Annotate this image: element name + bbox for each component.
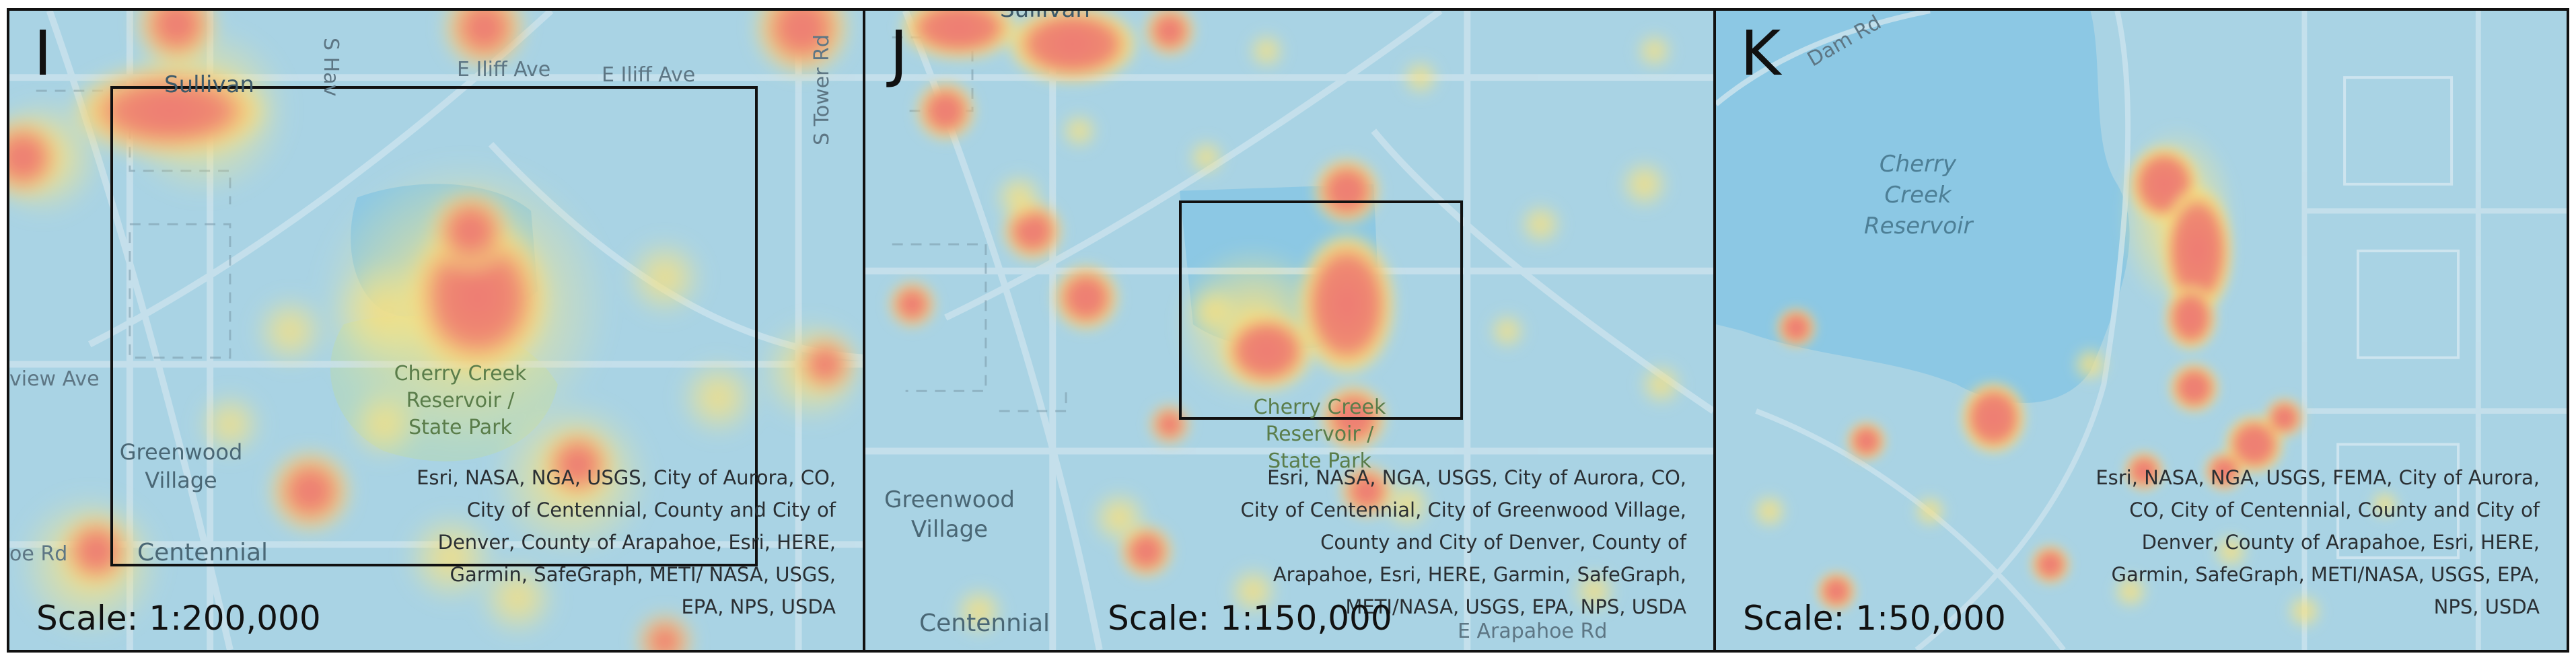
extent-box-k — [1179, 200, 1463, 420]
road-havana: S Hav — [319, 38, 343, 97]
map-canvas-k — [1716, 11, 2567, 650]
scale-label: Scale: 1:200,000 — [36, 599, 321, 638]
extent-box-j — [110, 86, 758, 566]
attribution-text: Esri, NASA, NGA, USGS, City of Aurora, C… — [417, 466, 836, 618]
place-greenwood: Greenwood Village — [119, 439, 243, 493]
attribution-text: Esri, NASA, NGA, USGS, City of Aurora, C… — [1240, 466, 1686, 618]
panel-letter: J — [890, 17, 908, 89]
place-sullivan: Sullivan — [1000, 8, 1090, 23]
panel-letter: K — [1740, 17, 1781, 89]
place-park: Cherry Creek Reservoir / State Park — [394, 362, 527, 439]
attribution-text: Esri, NASA, NGA, USGS, FEMA, City of Aur… — [2096, 466, 2540, 618]
place-centennial: Centennial — [919, 609, 1050, 637]
place-reservoir: Cherry Creek Reservoir — [1864, 151, 1973, 239]
road-tower: S Tower Rd — [810, 34, 834, 145]
scale-label: Scale: 1:150,000 — [1108, 599, 1392, 638]
map-panel-i: I Sullivan E Iliff Ave E Iliff Ave S Hav… — [7, 8, 865, 653]
map-panel-k: K Dam Rd Cherry Creek Reservoir Esri, NA… — [1713, 8, 2569, 653]
scale-label: Scale: 1:50,000 — [1743, 599, 2006, 638]
place-park: Cherry Creek Reservoir / State Park — [1253, 396, 1386, 473]
place-centennial: Centennial — [137, 539, 269, 566]
map-canvas-j — [865, 11, 1713, 650]
road-iliff-2: E Iliff Ave — [602, 63, 696, 87]
road-arapahoe: E Arapahoe Rd — [1458, 620, 1608, 643]
place-sullivan: Sullivan — [164, 71, 254, 98]
road-oe: oe Rd — [9, 542, 68, 566]
road-iliff-1: E Iliff Ave — [457, 58, 551, 81]
road-view: view Ave — [9, 367, 100, 391]
map-canvas-i — [9, 11, 863, 650]
map-panel-j: J Sullivan Cherry Creek Reservoir / Stat… — [863, 8, 1716, 653]
panel-letter: I — [34, 17, 52, 89]
place-greenwood: Greenwood Village — [884, 486, 1015, 543]
